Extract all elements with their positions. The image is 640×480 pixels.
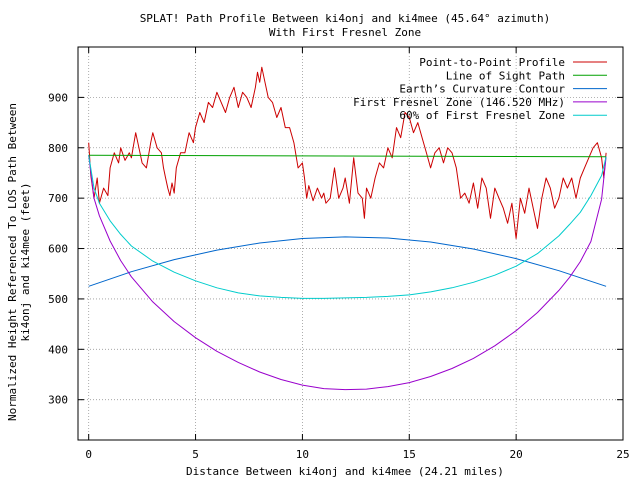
- plot-border: [77, 46, 624, 441]
- x-tick-label: 0: [85, 448, 92, 461]
- x-tick-label: 20: [510, 448, 523, 461]
- series-line-4: [88, 155, 607, 299]
- x-tick-label: 5: [192, 448, 199, 461]
- legend-label-3: First Fresnel Zone (146.520 MHz): [353, 96, 565, 109]
- y-axis-label-line-2: ki4onj and ki4mee (feet): [19, 183, 32, 342]
- chart-title: SPLAT! Path Profile Between ki4onj and k…: [140, 12, 551, 25]
- legend-label-0: Point-to-Point Profile: [419, 56, 565, 69]
- legend-label-4: 60% of First Fresnel Zone: [399, 109, 565, 122]
- series-line-1: [88, 154, 607, 158]
- series-line-0: [88, 66, 607, 239]
- y-tick-label: 500: [48, 293, 68, 306]
- y-tick-label: 600: [48, 243, 68, 256]
- y-tick-label: 900: [48, 91, 68, 104]
- chart-subtitle: With First Fresnel Zone: [269, 26, 421, 39]
- legend-label-2: Earth’s Curvature Contour: [399, 83, 565, 96]
- x-tick-label: 25: [616, 448, 629, 461]
- x-axis-label: Distance Between ki4onj and ki4mee (24.2…: [186, 465, 504, 478]
- y-tick-label: 700: [48, 192, 68, 205]
- y-axis-label-line-1: Normalized Height Referenced To LOS Path…: [6, 103, 19, 421]
- y-tick-label: 400: [48, 343, 68, 356]
- x-tick-label: 15: [403, 448, 416, 461]
- legend-label-1: Line of Sight Path: [446, 69, 565, 82]
- series-line-2: [88, 236, 607, 287]
- series-line-3: [88, 155, 607, 391]
- y-tick-label: 300: [48, 394, 68, 407]
- y-tick-label: 800: [48, 142, 68, 155]
- x-tick-label: 10: [296, 448, 309, 461]
